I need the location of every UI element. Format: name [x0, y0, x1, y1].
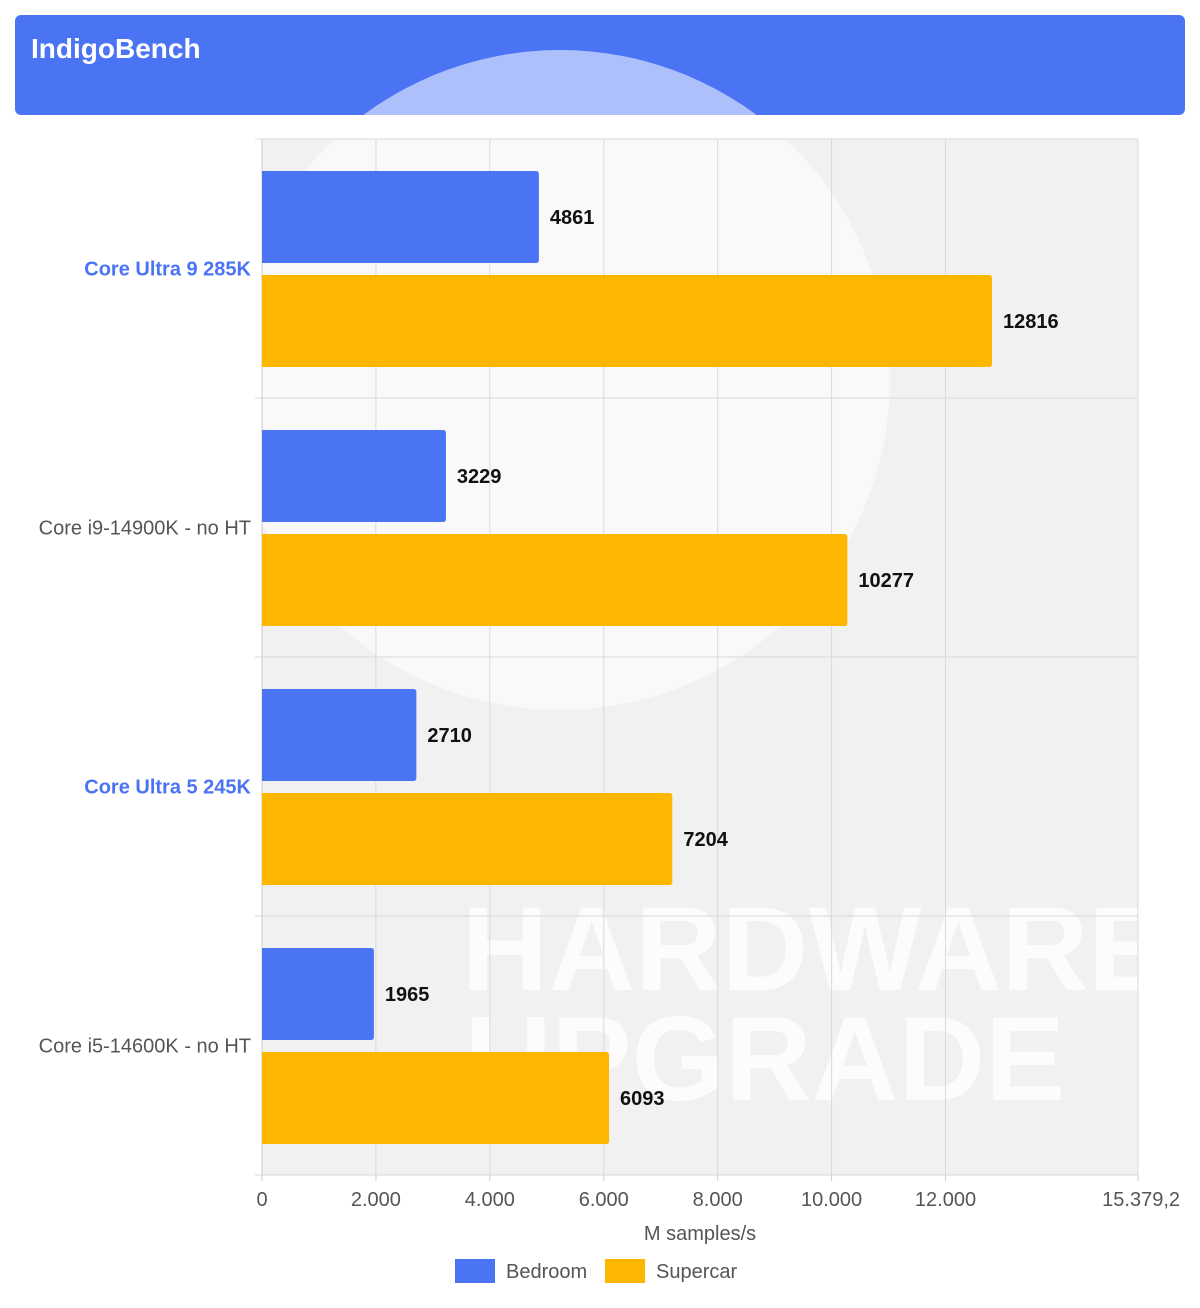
legend-swatch-supercar	[605, 1259, 645, 1283]
x-axis-title: M samples/s	[644, 1223, 756, 1245]
legend-label-bedroom: Bedroom	[506, 1261, 587, 1283]
data-label: 10277	[858, 570, 914, 592]
x-tick-label: 8.000	[693, 1189, 743, 1211]
x-tick-label: 4.000	[465, 1189, 515, 1211]
bar-bedroom	[262, 689, 416, 781]
x-tick-label: 15.379,2	[1102, 1189, 1180, 1211]
bar-bedroom	[262, 171, 539, 263]
data-label: 2710	[427, 725, 472, 747]
category-label: Core i5-14600K - no HT	[39, 1036, 251, 1058]
bar-bedroom	[262, 948, 374, 1040]
bar-supercar	[262, 1052, 609, 1144]
x-tick-label: 10.000	[801, 1189, 862, 1211]
bar-supercar	[262, 534, 847, 626]
data-label: 4861	[550, 207, 595, 229]
x-tick-label: 2.000	[351, 1189, 401, 1211]
data-label: 7204	[683, 829, 728, 851]
category-label: Core Ultra 9 285K	[84, 259, 251, 281]
data-label: 12816	[1003, 311, 1059, 333]
bar-supercar	[262, 793, 672, 885]
bar-supercar	[262, 275, 992, 367]
data-label: 1965	[385, 984, 430, 1006]
x-tick-label: 12.000	[915, 1189, 976, 1211]
x-tick-label: 0	[256, 1189, 267, 1211]
legend-label-supercar: Supercar	[656, 1261, 737, 1283]
category-label: Core i9-14900K - no HT	[39, 518, 251, 540]
x-tick-label: 6.000	[579, 1189, 629, 1211]
bar-bedroom	[262, 430, 446, 522]
legend-swatch-bedroom	[455, 1259, 495, 1283]
data-label: 3229	[457, 466, 502, 488]
category-label: Core Ultra 5 245K	[84, 777, 251, 799]
data-label: 6093	[620, 1088, 665, 1110]
